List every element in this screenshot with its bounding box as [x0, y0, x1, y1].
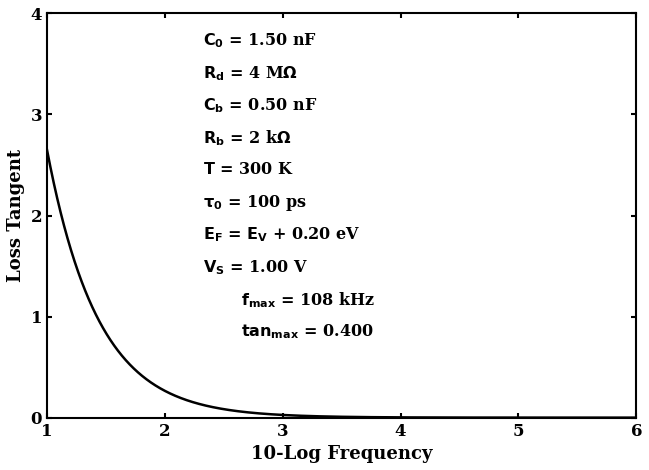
Text: $\mathbf{C_0}$ = 1.50 nF: $\mathbf{C_0}$ = 1.50 nF: [203, 31, 317, 50]
Text: $\mathbf{E_F}$ = $\mathbf{E_V}$ + 0.20 eV: $\mathbf{E_F}$ = $\mathbf{E_V}$ + 0.20 e…: [203, 226, 361, 244]
Text: $\mathbf{tan_{max}}$ = 0.400: $\mathbf{tan_{max}}$ = 0.400: [241, 322, 374, 341]
Text: $\mathbf{C_b}$ = 0.50 nF: $\mathbf{C_b}$ = 0.50 nF: [203, 96, 317, 115]
X-axis label: 10-Log Frequency: 10-Log Frequency: [251, 445, 432, 463]
Text: $\mathbf{T}$ = 300 K: $\mathbf{T}$ = 300 K: [203, 161, 294, 178]
Text: $\mathbf{f_{max}}$ = 108 kHz: $\mathbf{f_{max}}$ = 108 kHz: [241, 290, 376, 310]
Text: $\mathbf{R_d}$ = 4 M$\mathbf{\Omega}$: $\mathbf{R_d}$ = 4 M$\mathbf{\Omega}$: [203, 64, 298, 83]
Text: $\mathbf{R_b}$ = 2 k$\mathbf{\Omega}$: $\mathbf{R_b}$ = 2 k$\mathbf{\Omega}$: [203, 129, 291, 149]
Text: $\mathbf{V_S}$ = 1.00 V: $\mathbf{V_S}$ = 1.00 V: [203, 258, 308, 277]
Y-axis label: Loss Tangent: Loss Tangent: [7, 149, 25, 282]
Text: $\mathbf{\tau_0}$ = 100 ps: $\mathbf{\tau_0}$ = 100 ps: [203, 193, 307, 213]
